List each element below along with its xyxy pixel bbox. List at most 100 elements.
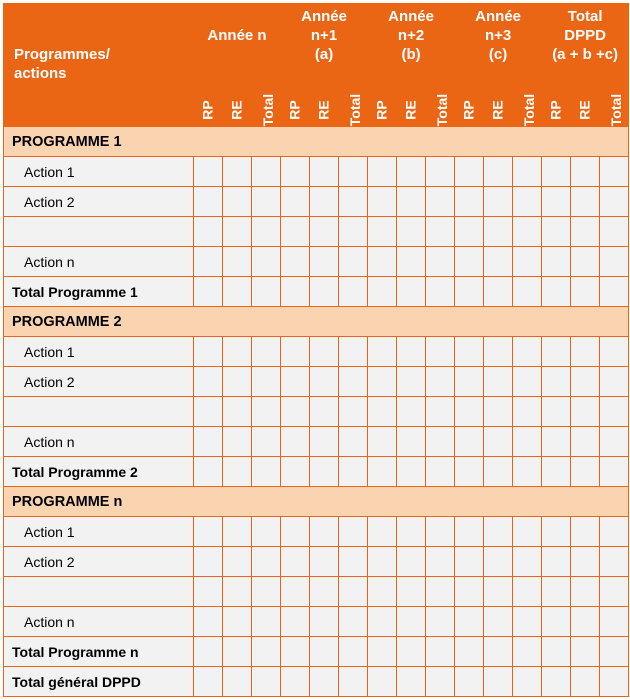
data-cell <box>281 517 310 547</box>
data-cell <box>194 637 223 667</box>
data-cell <box>281 637 310 667</box>
table-row: Action 2 <box>4 187 629 217</box>
table-row: Action 1 <box>4 517 629 547</box>
section-label: PROGRAMME 1 <box>4 127 629 157</box>
data-cell <box>513 577 542 607</box>
table-row: Action 2 <box>4 367 629 397</box>
data-cell <box>397 247 426 277</box>
data-cell <box>194 457 223 487</box>
data-cell <box>600 547 629 577</box>
row-header-label: Programmes/ actions <box>4 4 194 127</box>
data-cell <box>571 277 600 307</box>
data-cell <box>542 667 571 697</box>
data-cell <box>542 157 571 187</box>
table-row: PROGRAMME n <box>4 487 629 517</box>
data-cell <box>513 517 542 547</box>
action-label: Action n <box>4 607 194 637</box>
data-cell <box>281 367 310 397</box>
data-cell <box>397 367 426 397</box>
data-cell <box>513 367 542 397</box>
data-cell <box>600 517 629 547</box>
data-cell <box>368 367 397 397</box>
data-cell <box>397 667 426 697</box>
data-cell <box>194 667 223 697</box>
data-cell <box>426 607 455 637</box>
data-cell <box>542 607 571 637</box>
subcol-re: RE <box>310 69 339 127</box>
action-label: Action 2 <box>4 187 194 217</box>
data-cell <box>223 277 252 307</box>
data-cell <box>600 607 629 637</box>
data-cell <box>600 397 629 427</box>
action-label <box>4 397 194 427</box>
data-cell <box>426 637 455 667</box>
data-cell <box>223 517 252 547</box>
action-label: Action 1 <box>4 157 194 187</box>
data-cell <box>600 457 629 487</box>
data-cell <box>281 217 310 247</box>
data-cell <box>223 457 252 487</box>
data-cell <box>223 247 252 277</box>
data-cell <box>223 577 252 607</box>
row-header-line1: Programmes/ <box>14 46 110 63</box>
data-cell <box>397 457 426 487</box>
data-cell <box>571 187 600 217</box>
data-cell <box>455 157 484 187</box>
data-cell <box>426 217 455 247</box>
data-cell <box>484 187 513 217</box>
data-cell <box>281 667 310 697</box>
data-cell <box>339 367 368 397</box>
subcol-total: Total <box>426 69 455 127</box>
subcol-rp: RP <box>542 69 571 127</box>
action-label: Action n <box>4 427 194 457</box>
data-cell <box>426 457 455 487</box>
data-cell <box>571 367 600 397</box>
data-cell <box>426 367 455 397</box>
data-cell <box>194 157 223 187</box>
data-cell <box>281 607 310 637</box>
action-label <box>4 577 194 607</box>
data-cell <box>223 217 252 247</box>
data-cell <box>426 157 455 187</box>
data-cell <box>281 187 310 217</box>
data-cell <box>426 397 455 427</box>
data-cell <box>484 577 513 607</box>
data-cell <box>600 367 629 397</box>
col-group-0: Année n <box>194 4 281 69</box>
data-cell <box>484 457 513 487</box>
data-cell <box>426 517 455 547</box>
data-cell <box>455 367 484 397</box>
data-cell <box>339 547 368 577</box>
data-cell <box>339 607 368 637</box>
data-cell <box>484 517 513 547</box>
data-cell <box>194 367 223 397</box>
data-cell <box>281 397 310 427</box>
data-cell <box>426 547 455 577</box>
data-cell <box>281 157 310 187</box>
data-cell <box>571 157 600 187</box>
data-cell <box>194 277 223 307</box>
data-cell <box>252 457 281 487</box>
data-cell <box>310 187 339 217</box>
dppd-table: Programmes/ actions Année n Année n+1 (a… <box>3 3 629 697</box>
data-cell <box>310 517 339 547</box>
data-cell <box>397 607 426 637</box>
data-cell <box>571 577 600 607</box>
data-cell <box>339 667 368 697</box>
data-cell <box>455 337 484 367</box>
data-cell <box>281 427 310 457</box>
table-row: Action n <box>4 247 629 277</box>
data-cell <box>484 397 513 427</box>
table-row: PROGRAMME 1 <box>4 127 629 157</box>
table-body: PROGRAMME 1Action 1Action 2Action nTotal… <box>4 127 629 697</box>
data-cell <box>339 517 368 547</box>
data-cell <box>368 217 397 247</box>
data-cell <box>252 397 281 427</box>
data-cell <box>252 577 281 607</box>
data-cell <box>571 217 600 247</box>
data-cell <box>310 577 339 607</box>
data-cell <box>339 397 368 427</box>
subcol-total: Total <box>252 69 281 127</box>
data-cell <box>455 547 484 577</box>
col-group-3: Année n+3 (c) <box>455 4 542 69</box>
